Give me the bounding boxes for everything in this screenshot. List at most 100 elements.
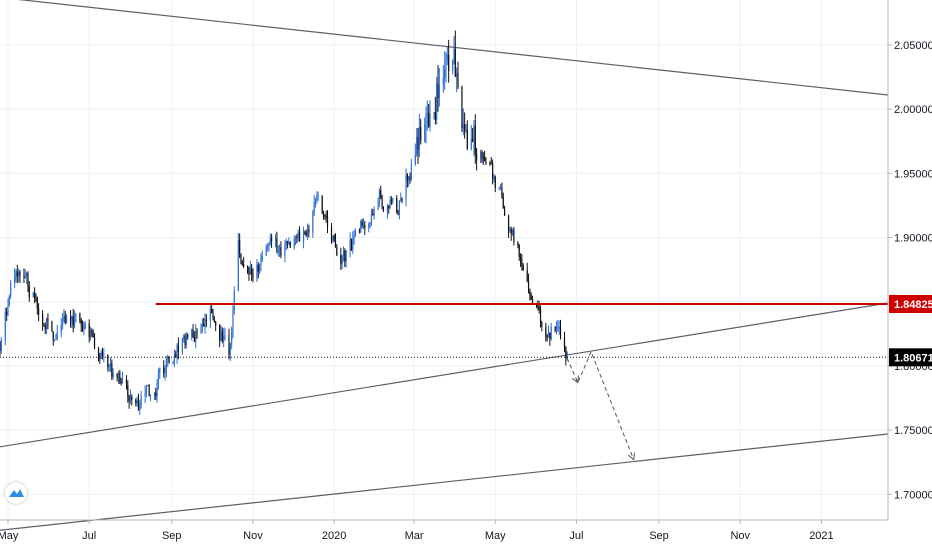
candle xyxy=(201,318,203,334)
candle xyxy=(136,396,138,407)
candle-body xyxy=(278,247,281,252)
candle-body xyxy=(144,393,146,396)
candle xyxy=(341,254,343,270)
candle-body xyxy=(117,373,120,379)
candle xyxy=(233,286,235,315)
candle-body xyxy=(260,259,262,266)
candle-body xyxy=(256,264,258,278)
candle-body xyxy=(26,273,28,277)
candle xyxy=(184,333,186,349)
resistance-price-badge: 1.84825 xyxy=(889,294,932,313)
candle-body xyxy=(425,114,427,126)
candle xyxy=(213,315,215,323)
candle-body xyxy=(321,195,323,213)
candle xyxy=(314,197,317,208)
candle xyxy=(196,328,198,339)
candle-body xyxy=(386,206,389,212)
candle xyxy=(405,168,407,207)
candle xyxy=(47,313,49,330)
candle xyxy=(243,256,245,269)
candle-body xyxy=(294,236,297,240)
candle-body xyxy=(353,234,355,239)
candle-body xyxy=(434,112,436,120)
candle xyxy=(53,339,56,342)
candle-body xyxy=(326,216,329,227)
candle xyxy=(108,364,110,373)
candle xyxy=(498,186,500,191)
candle xyxy=(377,197,379,211)
candle xyxy=(205,314,207,328)
candle xyxy=(364,220,366,235)
candle xyxy=(461,85,463,133)
candle-body xyxy=(223,335,225,341)
candle xyxy=(559,319,562,340)
candle xyxy=(91,328,93,338)
candle-body xyxy=(8,296,10,306)
candle-body xyxy=(482,157,484,159)
candle-body xyxy=(200,327,202,333)
x-tick-label: Jul xyxy=(82,530,96,542)
candle xyxy=(276,231,278,254)
projection-arrowhead-icon xyxy=(628,452,636,461)
price-badge-bg xyxy=(889,294,932,313)
tradingview-logo-icon[interactable] xyxy=(5,482,27,504)
candle xyxy=(308,224,310,238)
candle-body xyxy=(0,345,1,351)
candle xyxy=(261,250,263,263)
candle-body xyxy=(43,324,45,327)
candle-body xyxy=(229,343,231,355)
candle-body xyxy=(35,298,37,300)
candle xyxy=(168,356,170,364)
candle-body xyxy=(304,232,306,234)
candle-body xyxy=(349,239,351,251)
candle-body xyxy=(491,163,494,179)
candle-body xyxy=(69,316,72,321)
candle-body xyxy=(47,318,49,322)
candle-body xyxy=(65,316,68,324)
candle xyxy=(442,65,444,93)
candle-body xyxy=(119,373,121,383)
candle-body xyxy=(79,313,81,321)
y-tick-label: 1.70000 xyxy=(894,489,932,501)
candle-body xyxy=(224,335,226,337)
candle xyxy=(326,210,329,234)
candle xyxy=(529,288,531,301)
candle xyxy=(522,263,524,271)
candle xyxy=(541,320,543,332)
x-tick-label: May xyxy=(485,530,506,542)
y-tick-label: 2.05000 xyxy=(894,40,932,52)
candle-body xyxy=(269,237,271,244)
candle xyxy=(361,218,363,229)
candle xyxy=(247,265,249,275)
candle-body xyxy=(426,112,428,115)
candle xyxy=(409,172,411,184)
candle-body xyxy=(137,400,140,410)
candle xyxy=(294,235,297,246)
candle xyxy=(14,268,16,288)
grid-lines xyxy=(0,0,888,520)
candle-body xyxy=(555,328,558,331)
candle-body xyxy=(538,306,540,311)
candle-body xyxy=(330,226,333,241)
candle xyxy=(249,260,251,275)
candle-body xyxy=(480,152,482,160)
candle xyxy=(408,176,410,187)
candle xyxy=(140,390,142,409)
candle xyxy=(117,370,120,385)
candle xyxy=(464,112,466,139)
candle-body xyxy=(519,256,522,261)
candle-body xyxy=(529,289,531,296)
candle xyxy=(293,234,295,250)
candle-body xyxy=(251,267,253,274)
price-badge-label: 1.84825 xyxy=(894,299,932,311)
candle-body xyxy=(156,382,158,396)
candle xyxy=(380,185,382,200)
candle xyxy=(240,253,242,265)
candle xyxy=(313,194,315,216)
candle-body xyxy=(139,404,141,410)
candle xyxy=(6,307,8,321)
candle xyxy=(100,349,102,360)
candle-body xyxy=(145,385,148,394)
candle xyxy=(349,232,351,258)
